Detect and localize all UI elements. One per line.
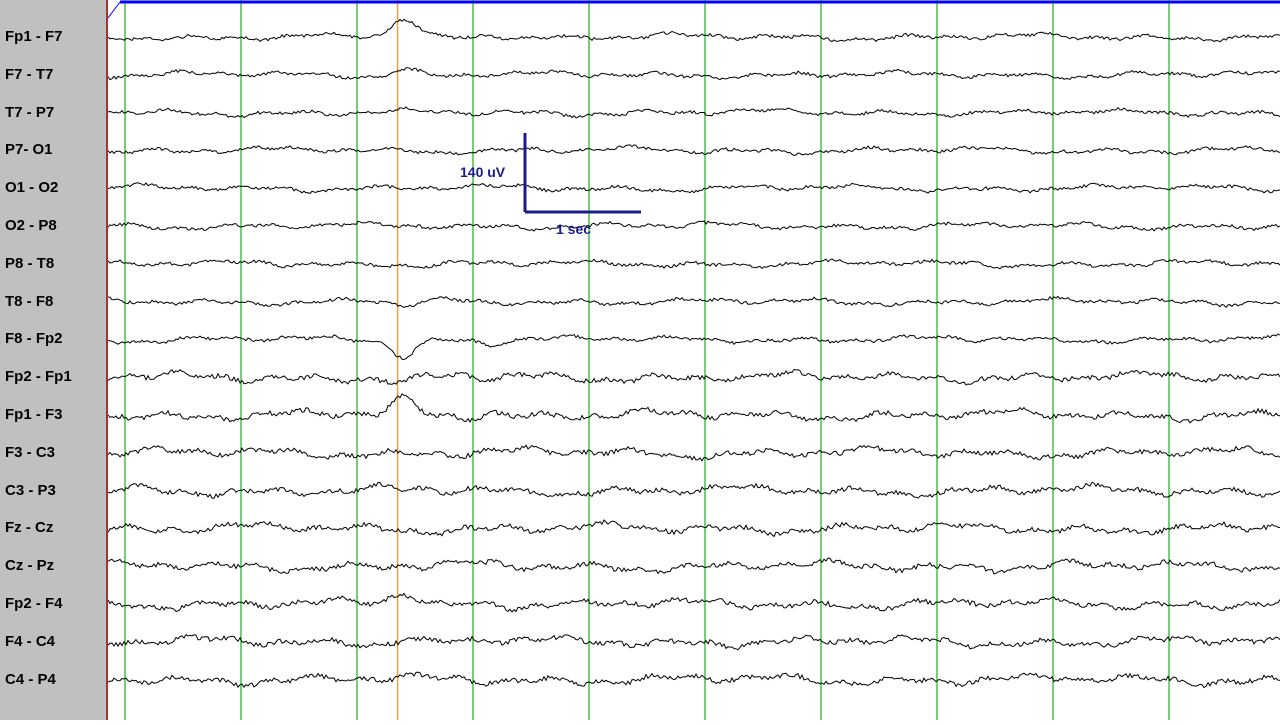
channel-trace [107, 671, 1280, 689]
channel-trace [107, 481, 1280, 499]
channel-trace [107, 393, 1280, 424]
eeg-plot [107, 0, 1280, 720]
channel-label: O1 - O2 [5, 179, 59, 197]
channel-trace [107, 444, 1280, 462]
channel-trace [107, 67, 1280, 81]
channel-label: Fz - Cz [5, 519, 54, 537]
channel-trace [107, 258, 1280, 270]
channel-label: F7 - T7 [5, 65, 54, 83]
channel-label: F8 - Fp2 [5, 330, 63, 348]
channel-label: Cz - Pz [5, 557, 55, 575]
eeg-traces [107, 0, 1280, 720]
channel-label: F4 - C4 [5, 632, 56, 650]
channel-trace [107, 220, 1280, 232]
channel-label: Fp1 - F7 [5, 28, 63, 45]
channel-trace [107, 633, 1280, 651]
channel-label: P8 - T8 [5, 254, 55, 272]
channel-label: Fp1 - F3 [5, 406, 63, 423]
channel-label: C4 - P4 [5, 670, 56, 688]
channel-label: T7 - P7 [5, 103, 55, 121]
channel-trace [107, 106, 1280, 119]
channel-label-panel [0, 0, 106, 720]
channel-label: O2 - P8 [5, 217, 57, 234]
channel-trace [107, 557, 1280, 575]
channel-label: C3 - P3 [5, 481, 56, 499]
time-scale-label: 1 sec [556, 221, 592, 237]
channel-label: F3 - C3 [5, 443, 56, 461]
channel-label: P7- O1 [5, 141, 53, 159]
channel-trace [107, 368, 1280, 386]
channel-trace [107, 144, 1280, 156]
channel-trace [107, 18, 1280, 43]
amplitude-scale-label: 140 uV [460, 164, 506, 180]
panel-border [106, 0, 108, 720]
channel-trace [107, 333, 1280, 361]
top-bar-ramp [107, 1, 121, 19]
channel-trace [107, 182, 1280, 195]
channel-label: Fp2 - F4 [5, 595, 63, 612]
channel-trace [107, 592, 1280, 613]
channel-trace [107, 519, 1280, 538]
channel-label: T8 - F8 [5, 292, 54, 310]
channel-label: Fp2 - Fp1 [5, 368, 72, 386]
channel-trace [108, 295, 1280, 309]
